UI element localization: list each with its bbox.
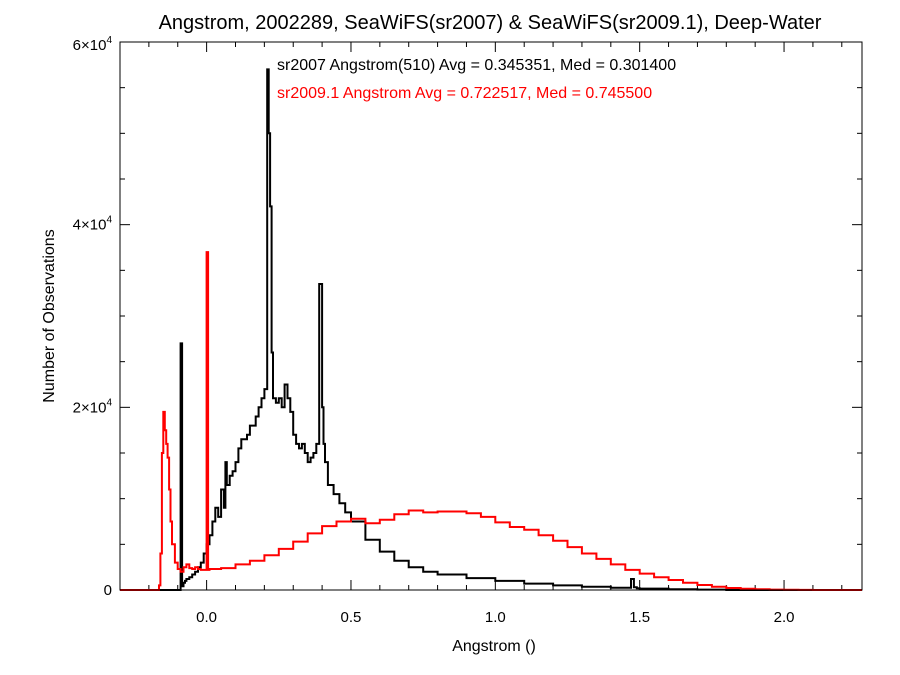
x-tick-labels: 0.0 0.5 1.0 1.5 2.0 xyxy=(196,609,794,626)
y-axis-label: Number of Observations xyxy=(41,229,58,402)
annotation-sr2009: sr2009.1 Angstrom Avg = 0.722517, Med = … xyxy=(277,85,652,102)
plot-frame xyxy=(119,41,863,591)
series-layer xyxy=(120,68,862,591)
annotation-sr2007: sr2007 Angstrom(510) Avg = 0.345351, Med… xyxy=(277,57,676,74)
x-tick-label: 0.5 xyxy=(341,609,362,626)
y-tick-exponent: 4 xyxy=(106,397,112,408)
axis-ticks xyxy=(120,41,862,591)
y-tick-label: 6×104 xyxy=(73,35,113,54)
chart-title: Angstrom, 2002289, SeaWiFS(sr2007) & Sea… xyxy=(159,12,822,34)
x-tick-label: 0.0 xyxy=(196,609,217,626)
y-tick-mantissa: 6×10 xyxy=(73,37,107,54)
x-tick-label: 2.0 xyxy=(774,609,795,626)
y-tick-exponent: 4 xyxy=(106,215,112,226)
y-tick-mantissa: 2×10 xyxy=(73,399,107,416)
y-tick-label: 4×104 xyxy=(73,215,113,234)
x-axis-label: Angstrom () xyxy=(452,638,536,655)
y-tick-mantissa: 0 xyxy=(104,582,112,599)
series-line-1 xyxy=(120,251,862,591)
y-tick-label: 2×104 xyxy=(73,397,113,416)
y-tick-label: 0 xyxy=(104,582,112,599)
x-tick-label: 1.5 xyxy=(629,609,650,626)
y-tick-exponent: 4 xyxy=(106,35,112,46)
x-tick-label: 1.0 xyxy=(485,609,506,626)
series-line-0 xyxy=(120,68,862,591)
y-tick-mantissa: 4×10 xyxy=(73,217,107,234)
